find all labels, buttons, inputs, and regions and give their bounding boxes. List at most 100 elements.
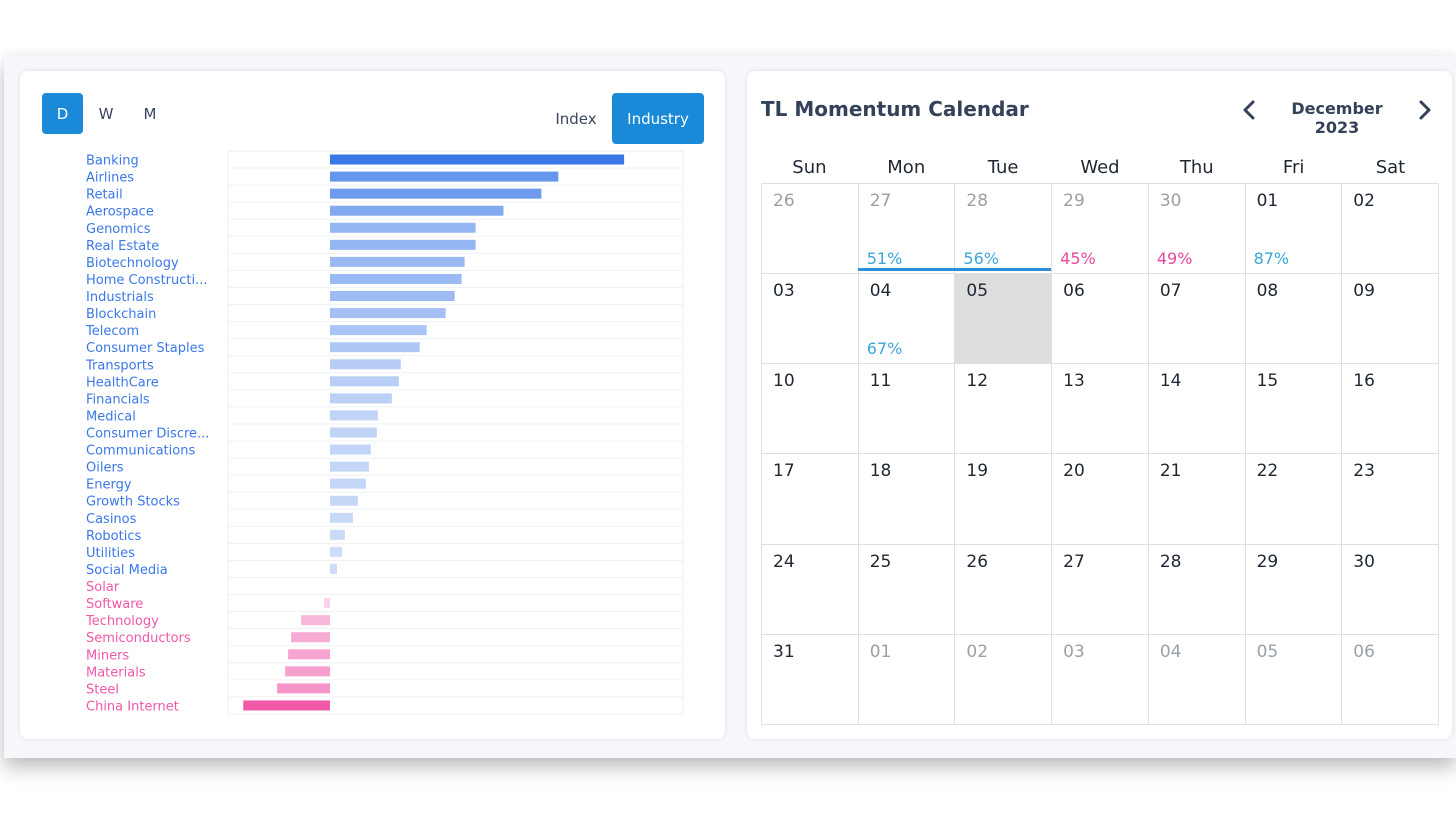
calendar-day[interactable]: 13: [1052, 364, 1149, 455]
industry-toggle-button[interactable]: Industry: [612, 93, 704, 144]
calendar-day[interactable]: 03: [762, 274, 859, 365]
sector-label[interactable]: Biotechnology: [86, 256, 179, 271]
calendar-day[interactable]: 26: [955, 544, 1053, 635]
chevron-right-icon[interactable]: [1415, 98, 1435, 122]
calendar-day[interactable]: 16: [1342, 364, 1439, 455]
sector-bar[interactable]: [330, 308, 446, 319]
calendar-day[interactable]: 10: [762, 364, 859, 455]
calendar-day[interactable]: 17: [762, 454, 859, 545]
sector-bar[interactable]: [277, 683, 330, 694]
calendar-day[interactable]: 11: [858, 364, 956, 455]
sector-bar[interactable]: [330, 546, 342, 557]
calendar-day[interactable]: 19: [955, 454, 1053, 545]
calendar-day[interactable]: 04 67%: [858, 274, 956, 365]
sector-bar[interactable]: [291, 632, 330, 643]
sector-bar[interactable]: [330, 427, 377, 438]
sector-label[interactable]: Steel: [86, 682, 119, 697]
sector-label[interactable]: Miners: [86, 648, 129, 663]
sector-label[interactable]: Semiconductors: [86, 631, 191, 646]
calendar-day[interactable]: 21: [1148, 454, 1246, 545]
sector-bar[interactable]: [330, 239, 476, 250]
calendar-day[interactable]: 23: [1342, 454, 1439, 545]
sector-label[interactable]: Financials: [86, 392, 150, 407]
sector-label[interactable]: Industrials: [86, 290, 154, 305]
sector-label[interactable]: Transports: [85, 358, 154, 373]
calendar-day[interactable]: 06: [1342, 634, 1439, 725]
calendar-day[interactable]: 01: [858, 634, 956, 725]
calendar-day[interactable]: 24: [762, 544, 859, 635]
sector-bar[interactable]: [288, 649, 330, 660]
calendar-day[interactable]: 29: [1245, 544, 1343, 635]
sector-label[interactable]: Social Media: [86, 563, 168, 578]
calendar-day[interactable]: 30: [1342, 544, 1439, 635]
calendar-day[interactable]: 02: [1342, 184, 1439, 275]
calendar-day[interactable]: 15: [1245, 364, 1343, 455]
calendar-day[interactable]: 03: [1052, 634, 1149, 725]
sector-bar[interactable]: [330, 256, 465, 267]
sector-label[interactable]: Solar: [86, 580, 120, 595]
sector-bar[interactable]: [330, 325, 427, 336]
calendar-day[interactable]: 27 51%: [858, 184, 956, 275]
sector-label[interactable]: HealthCare: [86, 375, 159, 390]
calendar-day[interactable]: 06: [1052, 274, 1149, 365]
sector-bar[interactable]: [330, 512, 353, 523]
calendar-day[interactable]: 09: [1342, 274, 1439, 365]
calendar-day[interactable]: 28: [1148, 544, 1246, 635]
calendar-day[interactable]: 18: [858, 454, 956, 545]
sector-label[interactable]: Banking: [86, 154, 139, 169]
sector-label[interactable]: Energy: [86, 478, 132, 493]
calendar-day[interactable]: 29 45%: [1052, 184, 1149, 275]
sector-bar[interactable]: [330, 461, 369, 472]
calendar-day[interactable]: 25: [858, 544, 956, 635]
sector-label[interactable]: Communications: [86, 444, 195, 459]
index-toggle-button[interactable]: Index: [555, 109, 597, 128]
sector-label[interactable]: China Internet: [86, 699, 179, 714]
calendar-day[interactable]: 20: [1052, 454, 1149, 545]
sector-label[interactable]: Blockchain: [86, 307, 156, 322]
calendar-day[interactable]: 01 87%: [1245, 184, 1343, 275]
sector-bar[interactable]: [330, 171, 559, 182]
calendar-day[interactable]: 14: [1148, 364, 1246, 455]
sector-label[interactable]: Real Estate: [86, 239, 159, 254]
sector-label[interactable]: Technology: [85, 614, 159, 629]
sector-bar[interactable]: [243, 700, 330, 711]
sector-bar[interactable]: [330, 376, 399, 387]
calendar-day[interactable]: 04: [1148, 634, 1246, 725]
sector-bar[interactable]: [330, 495, 358, 506]
sector-bar[interactable]: [330, 444, 371, 455]
sector-label[interactable]: Genomics: [86, 222, 151, 237]
calendar-day[interactable]: 05: [1245, 634, 1343, 725]
calendar-day[interactable]: 26: [762, 184, 859, 275]
sector-label[interactable]: Consumer Discre...: [86, 426, 209, 441]
sector-label[interactable]: Medical: [86, 409, 136, 424]
calendar-day[interactable]: 30 49%: [1148, 184, 1246, 275]
sector-label[interactable]: Robotics: [86, 529, 141, 544]
sector-bar[interactable]: [330, 393, 392, 404]
sector-bar[interactable]: [330, 478, 366, 489]
sector-label[interactable]: Oilers: [86, 461, 124, 476]
calendar-day[interactable]: 28 56%: [955, 184, 1053, 275]
calendar-day[interactable]: 02: [955, 634, 1053, 725]
sector-label[interactable]: Aerospace: [86, 205, 154, 220]
sector-bar[interactable]: [330, 410, 378, 421]
sector-bar[interactable]: [330, 188, 542, 199]
sector-bar[interactable]: [330, 342, 420, 353]
sector-bar[interactable]: [330, 222, 476, 233]
sector-label[interactable]: Consumer Staples: [86, 341, 205, 356]
calendar-day[interactable]: 31: [762, 634, 859, 725]
period-day-button[interactable]: D: [42, 93, 83, 134]
sector-label[interactable]: Software: [86, 597, 143, 612]
calendar-day[interactable]: 12: [955, 364, 1053, 455]
calendar-day[interactable]: 22: [1245, 454, 1343, 545]
sector-bar[interactable]: [330, 563, 337, 574]
calendar-day-today[interactable]: 05: [955, 274, 1053, 365]
sector-label[interactable]: Growth Stocks: [86, 495, 180, 510]
sector-bar[interactable]: [324, 598, 330, 609]
sector-bar[interactable]: [330, 529, 345, 540]
chevron-left-icon[interactable]: [1239, 98, 1259, 122]
sector-bar[interactable]: [330, 154, 625, 165]
sector-label[interactable]: Utilities: [86, 546, 135, 561]
calendar-day[interactable]: 27: [1052, 544, 1149, 635]
sector-label[interactable]: Materials: [86, 665, 146, 680]
sector-bar[interactable]: [330, 273, 462, 284]
